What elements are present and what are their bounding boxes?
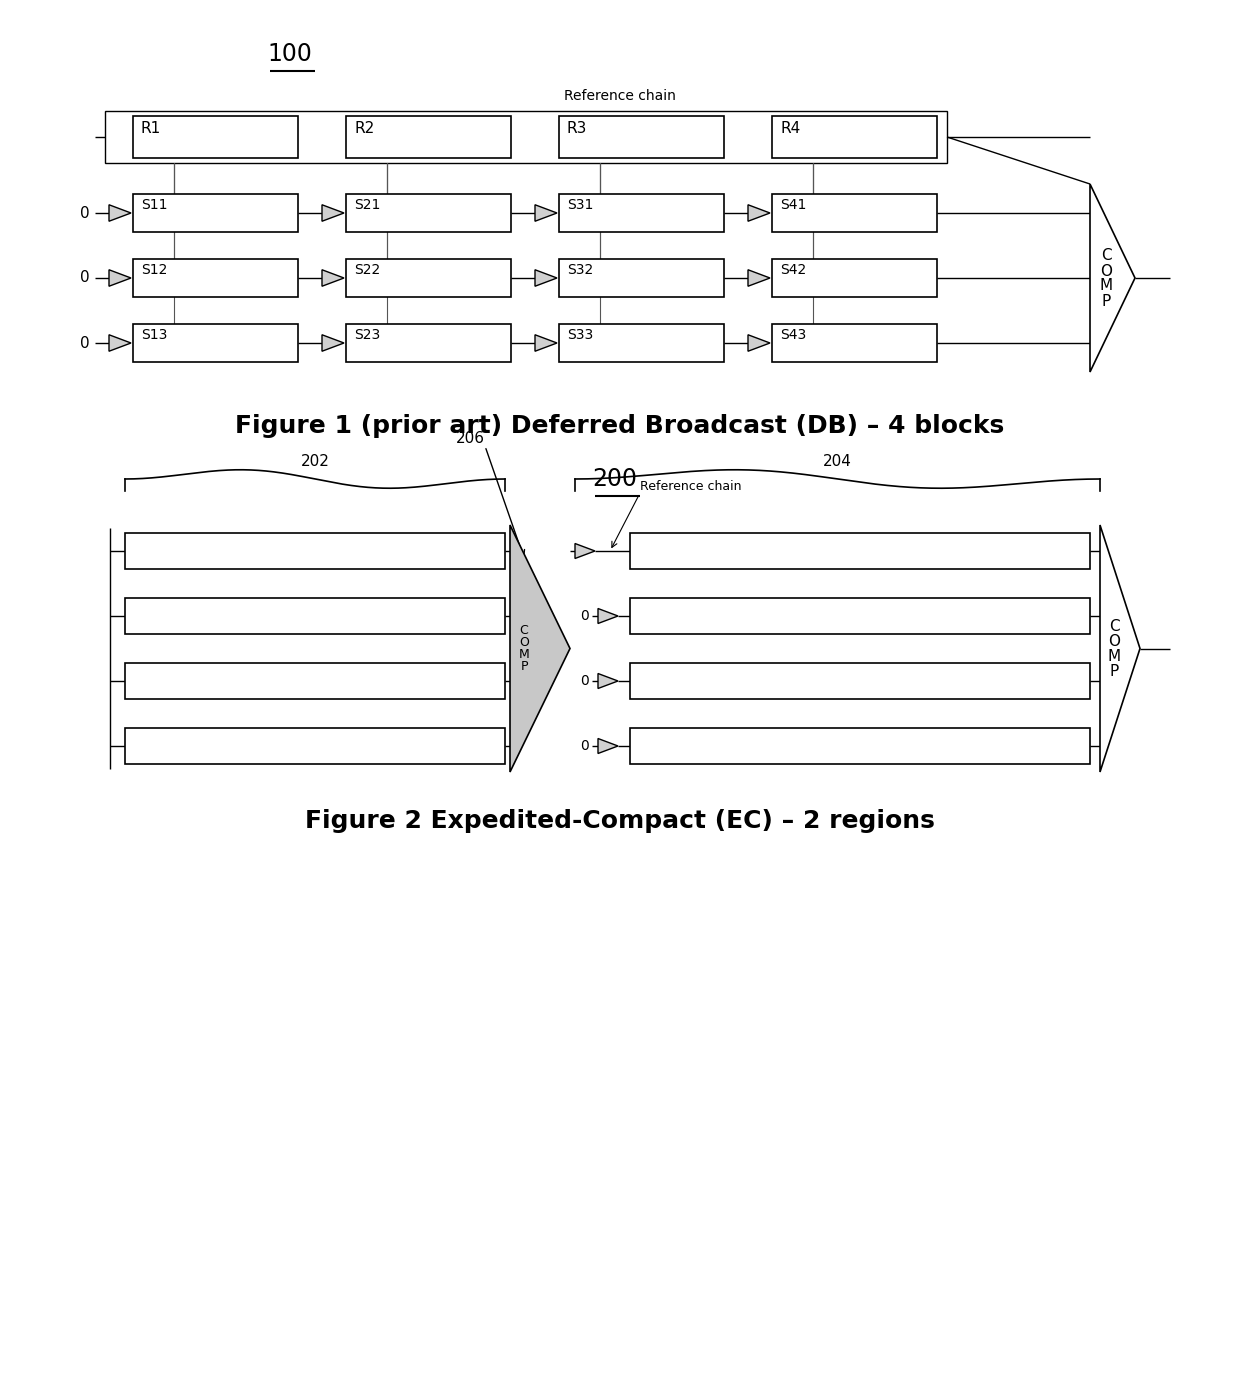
Polygon shape — [598, 608, 618, 624]
Bar — [559, 116, 724, 158]
Polygon shape — [748, 205, 770, 222]
Bar — [630, 534, 1090, 570]
Bar — [773, 116, 937, 158]
Text: 0: 0 — [580, 674, 589, 687]
Bar — [559, 194, 724, 231]
Bar — [105, 111, 947, 164]
Text: S22: S22 — [353, 263, 381, 277]
Text: R2: R2 — [353, 121, 374, 136]
Bar — [133, 194, 298, 231]
Text: P: P — [1101, 294, 1111, 309]
Text: S21: S21 — [353, 198, 381, 212]
Polygon shape — [534, 205, 557, 222]
Bar — [133, 259, 298, 297]
Bar — [773, 194, 937, 231]
Bar — [133, 116, 298, 158]
Text: C: C — [1101, 248, 1111, 263]
Bar — [346, 116, 511, 158]
Bar — [125, 597, 505, 633]
Polygon shape — [598, 674, 618, 689]
Text: Figure 2 Expedited-Compact (EC) – 2 regions: Figure 2 Expedited-Compact (EC) – 2 regi… — [305, 809, 935, 833]
Text: 206: 206 — [455, 431, 485, 446]
Text: 204: 204 — [823, 455, 852, 468]
Bar — [133, 324, 298, 362]
Bar — [346, 324, 511, 362]
Polygon shape — [322, 270, 343, 287]
Text: S33: S33 — [567, 328, 593, 342]
Polygon shape — [109, 270, 131, 287]
Text: S13: S13 — [141, 328, 167, 342]
Polygon shape — [534, 335, 557, 351]
Text: P: P — [1110, 664, 1118, 679]
Text: R1: R1 — [141, 121, 161, 136]
Text: S42: S42 — [780, 263, 806, 277]
Text: M: M — [1107, 649, 1121, 664]
Text: 100: 100 — [268, 42, 312, 67]
Bar — [125, 534, 505, 570]
Text: S11: S11 — [141, 198, 167, 212]
Text: M: M — [1100, 279, 1112, 294]
Text: S43: S43 — [780, 328, 806, 342]
Polygon shape — [322, 205, 343, 222]
Polygon shape — [1100, 525, 1140, 772]
Text: Reference chain: Reference chain — [564, 89, 676, 103]
Polygon shape — [109, 335, 131, 351]
Bar — [773, 259, 937, 297]
Text: O: O — [1100, 263, 1112, 279]
Polygon shape — [598, 739, 618, 754]
Text: Figure 1 (prior art) Deferred Broadcast (DB) – 4 blocks: Figure 1 (prior art) Deferred Broadcast … — [236, 414, 1004, 438]
Text: R3: R3 — [567, 121, 588, 136]
Bar — [346, 259, 511, 297]
Text: C: C — [520, 624, 528, 638]
Text: R4: R4 — [780, 121, 800, 136]
Text: S41: S41 — [780, 198, 806, 212]
Bar — [125, 728, 505, 764]
Bar — [630, 728, 1090, 764]
Text: Reference chain: Reference chain — [640, 480, 742, 493]
Text: S23: S23 — [353, 328, 381, 342]
Text: S12: S12 — [141, 263, 167, 277]
Text: 0: 0 — [81, 205, 91, 220]
Polygon shape — [510, 525, 570, 772]
Text: 0: 0 — [81, 270, 91, 286]
Polygon shape — [748, 335, 770, 351]
Bar — [773, 324, 937, 362]
Text: 0: 0 — [580, 739, 589, 753]
Text: O: O — [520, 636, 529, 649]
Text: C: C — [1109, 620, 1120, 633]
Bar — [559, 259, 724, 297]
Polygon shape — [748, 270, 770, 287]
Text: M: M — [518, 649, 529, 661]
Polygon shape — [575, 543, 595, 559]
Bar — [630, 663, 1090, 699]
Polygon shape — [109, 205, 131, 222]
Text: S31: S31 — [567, 198, 594, 212]
Bar — [125, 663, 505, 699]
Text: S32: S32 — [567, 263, 593, 277]
Bar — [559, 324, 724, 362]
Text: 0: 0 — [580, 608, 589, 622]
Text: 0: 0 — [81, 335, 91, 351]
Text: P: P — [521, 660, 528, 674]
Bar — [630, 597, 1090, 633]
Text: 202: 202 — [300, 455, 330, 468]
Text: O: O — [1109, 633, 1120, 649]
Polygon shape — [1090, 184, 1135, 371]
Polygon shape — [322, 335, 343, 351]
Bar — [346, 194, 511, 231]
Text: 200: 200 — [593, 467, 637, 491]
Polygon shape — [534, 270, 557, 287]
